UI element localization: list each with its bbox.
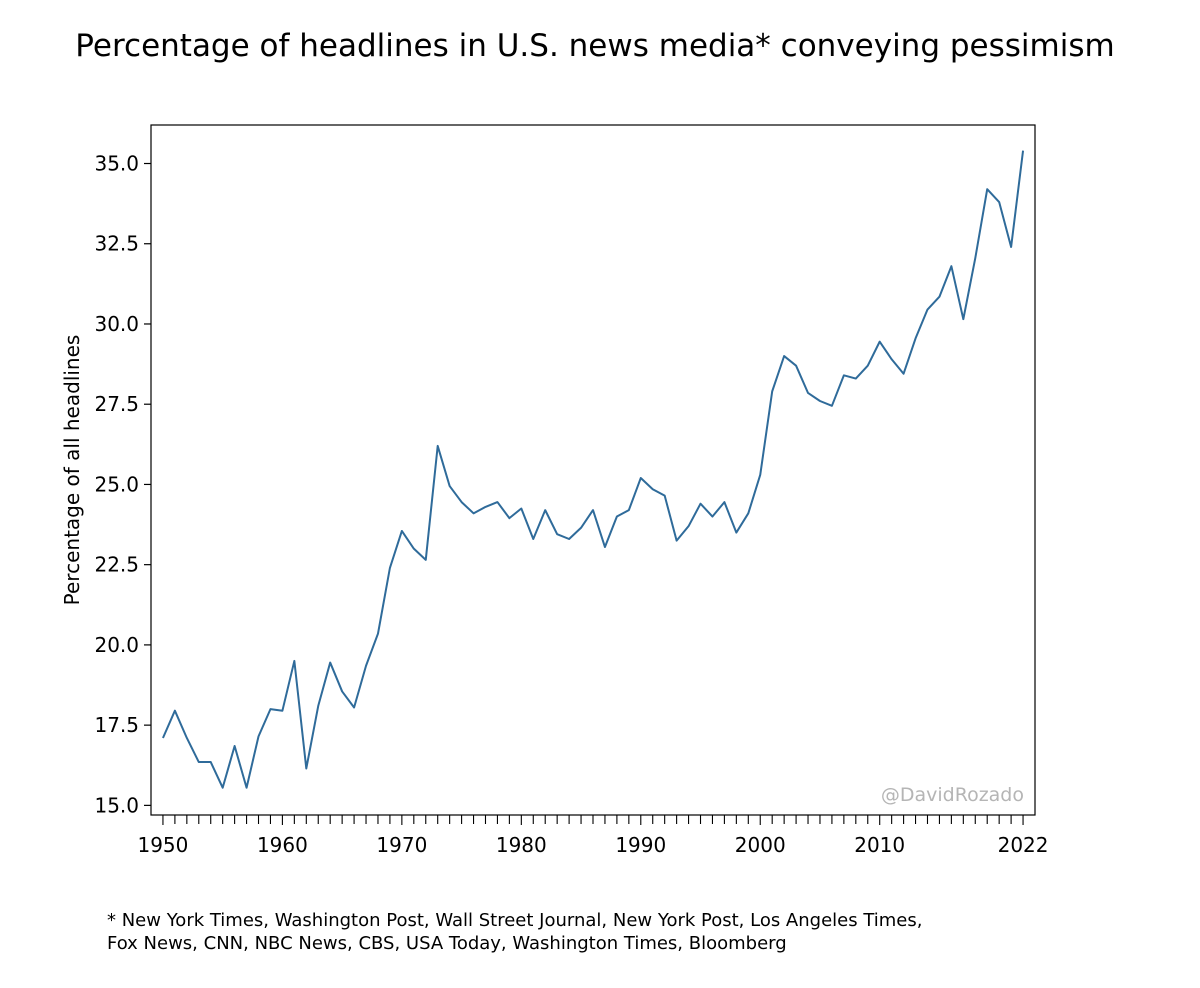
y-axis-ticks: 15.0 17.5 20.0 22.5 25.0 27.5 30.0 32.5 35.0 [94,152,151,817]
y-tick-label: 35.0 [94,152,139,176]
x-tick-label: 1990 [615,833,666,857]
chart-title: Percentage of headlines in U.S. news med… [75,28,1115,64]
x-tick-label: 1980 [496,833,547,857]
y-tick-label: 25.0 [94,472,139,496]
x-tick-label: 2000 [735,833,786,857]
footnote-line-2: Fox News, CNN, NBC News, CBS, USA Today,… [107,933,787,954]
y-axis-label: Percentage of all headlines [60,335,84,606]
x-tick-label: 2022 [998,833,1049,857]
y-tick-label: 17.5 [94,713,139,737]
watermark-text: @DavidRozado [881,784,1024,806]
x-axis-ticks: 1950 1960 1970 1980 1990 2000 2010 2022 [137,815,1049,857]
y-tick-label: 27.5 [94,392,139,416]
y-tick-label: 20.0 [94,633,139,657]
series-line [162,150,1025,789]
x-tick-label: 1950 [137,833,188,857]
footnote-line-1: * New York Times, Washington Post, Wall … [107,910,923,931]
x-tick-label: 2010 [854,833,905,857]
y-tick-label: 30.0 [94,312,139,336]
x-tick-label: 1970 [376,833,427,857]
y-tick-label: 32.5 [94,232,139,256]
plot-area-frame [150,124,1036,816]
x-tick-label: 1960 [257,833,308,857]
y-tick-label: 22.5 [94,553,139,577]
footnote: * New York Times, Washington Post, Wall … [107,909,922,955]
y-tick-label: 15.0 [94,793,139,817]
